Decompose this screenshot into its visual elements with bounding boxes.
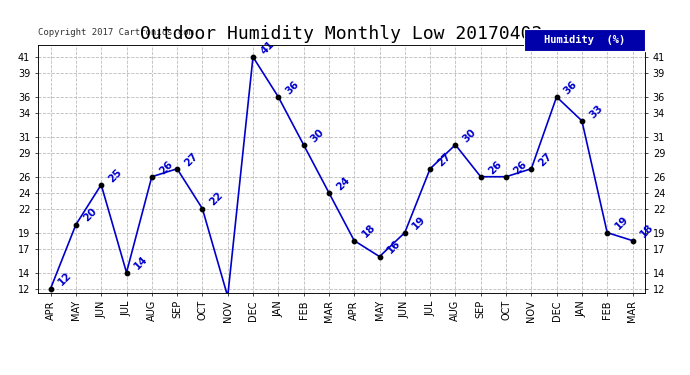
Point <box>424 166 435 172</box>
Point <box>96 182 107 188</box>
Text: 12: 12 <box>56 270 73 288</box>
Text: 18: 18 <box>638 222 655 240</box>
Point <box>222 294 233 300</box>
Text: 24: 24 <box>335 174 352 192</box>
Text: Copyright 2017 Cartronics.com: Copyright 2017 Cartronics.com <box>38 28 194 37</box>
Point <box>121 270 132 276</box>
Text: 25: 25 <box>107 166 124 184</box>
Text: 36: 36 <box>562 79 580 96</box>
Text: 16: 16 <box>385 238 402 256</box>
Point <box>172 166 183 172</box>
Text: 27: 27 <box>183 150 200 168</box>
Point <box>500 174 511 180</box>
Point <box>324 190 335 196</box>
Point <box>70 222 81 228</box>
Text: 26: 26 <box>157 159 175 176</box>
Title: Outdoor Humidity Monthly Low 20170402: Outdoor Humidity Monthly Low 20170402 <box>140 26 543 44</box>
Point <box>374 254 385 260</box>
Text: 14: 14 <box>132 254 150 272</box>
Point <box>602 230 613 236</box>
Text: 26: 26 <box>511 159 529 176</box>
Text: 11: 11 <box>0 374 1 375</box>
Point <box>348 238 359 244</box>
Point <box>45 285 56 291</box>
Text: 20: 20 <box>81 207 99 224</box>
Point <box>400 230 411 236</box>
Point <box>475 174 486 180</box>
Text: 26: 26 <box>486 159 504 176</box>
Text: 22: 22 <box>208 190 225 208</box>
Point <box>551 94 562 100</box>
Text: 18: 18 <box>359 222 377 240</box>
Point <box>248 54 259 60</box>
Text: 27: 27 <box>537 150 554 168</box>
Point <box>298 142 309 148</box>
Text: 19: 19 <box>411 214 428 232</box>
Point <box>576 118 587 124</box>
Text: 30: 30 <box>309 127 326 144</box>
Point <box>273 94 284 100</box>
Text: 41: 41 <box>259 39 276 56</box>
Point <box>526 166 537 172</box>
Text: 27: 27 <box>435 150 453 168</box>
Text: Humidity  (%): Humidity (%) <box>544 35 625 45</box>
Text: 33: 33 <box>587 103 604 120</box>
Text: 36: 36 <box>284 79 301 96</box>
Point <box>197 206 208 212</box>
Point <box>146 174 157 180</box>
Point <box>450 142 461 148</box>
Point <box>627 238 638 244</box>
Text: 19: 19 <box>613 214 630 232</box>
Text: 30: 30 <box>461 127 478 144</box>
